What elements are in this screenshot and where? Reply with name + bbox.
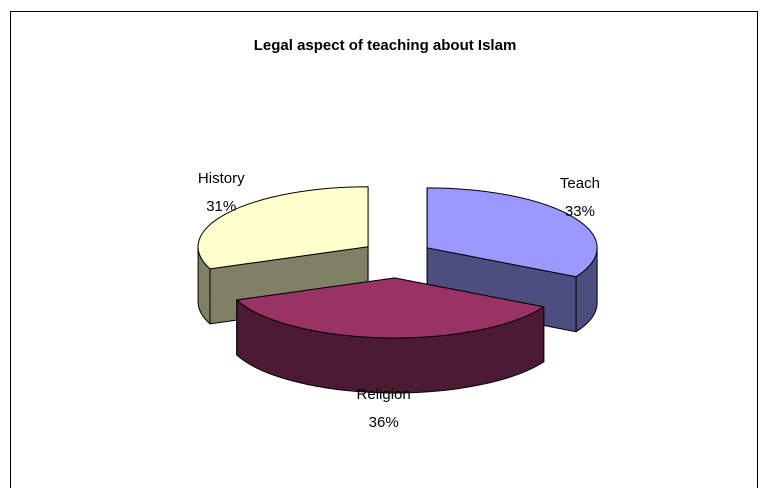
chart-title: Legal aspect of teaching about Islam: [254, 37, 517, 54]
slice: [426, 187, 598, 278]
slice-value-label: 33%: [565, 203, 595, 220]
slice-value-label: 31%: [206, 198, 236, 215]
slice-value-label: 36%: [369, 414, 399, 431]
chart-frame: [10, 11, 758, 488]
slice-label: Teach: [560, 175, 600, 192]
slice: [236, 277, 545, 339]
slice-label: History: [198, 170, 245, 187]
slice: [197, 186, 369, 270]
slice-label: Religion: [357, 386, 411, 403]
